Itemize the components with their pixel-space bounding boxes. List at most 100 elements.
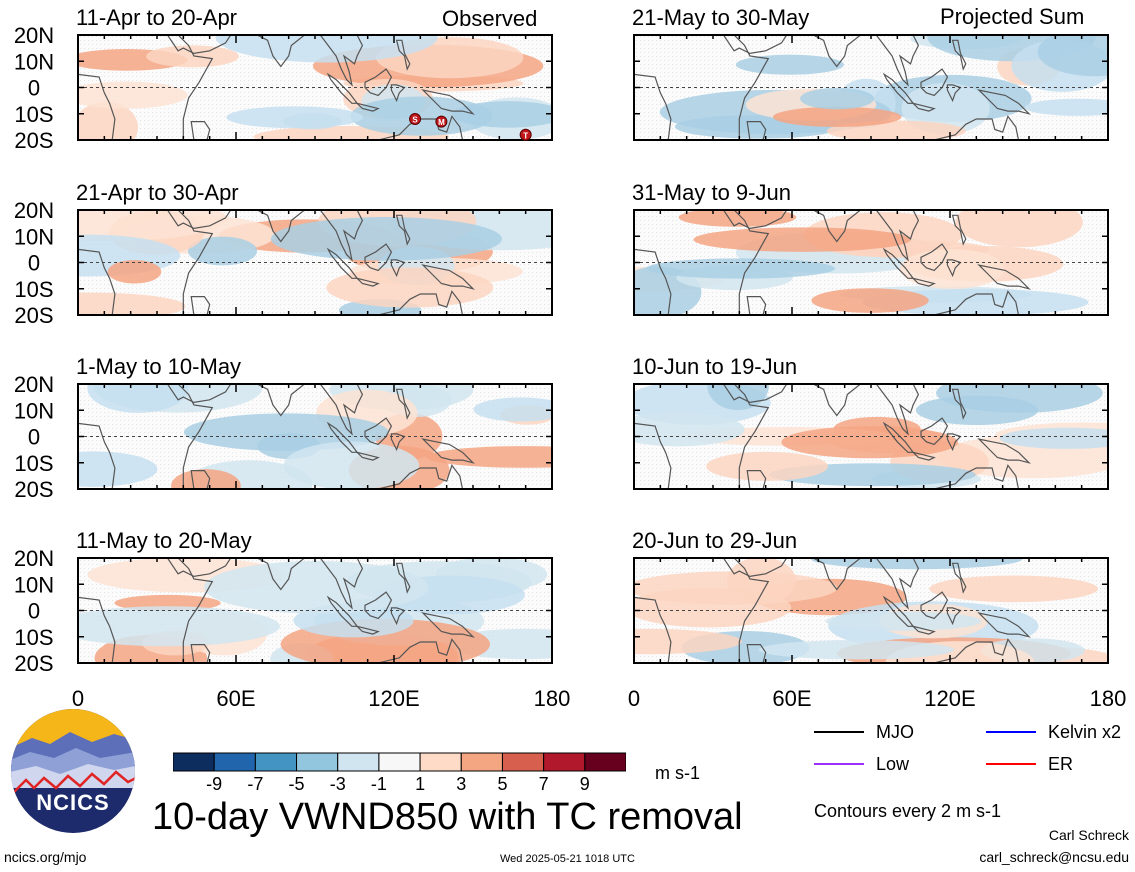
coastline xyxy=(378,464,464,489)
anomaly-blob xyxy=(899,249,1005,289)
anomaly-blob xyxy=(810,558,1023,570)
footer-url[interactable]: ncics.org/mjo xyxy=(4,849,87,865)
lat-tick-label: 10S xyxy=(14,277,53,302)
lon-tick-label: 0 xyxy=(628,686,640,711)
coastline xyxy=(634,384,770,489)
coastline xyxy=(946,607,962,626)
coastline xyxy=(78,384,214,489)
anomaly-field xyxy=(78,35,552,140)
anomaly-blob xyxy=(800,87,875,110)
coastline xyxy=(326,72,359,104)
coastline xyxy=(875,384,920,436)
colorbar-swatch xyxy=(419,752,462,772)
anomaly-blob xyxy=(772,106,902,128)
lon-tick-label: 120E xyxy=(368,686,419,711)
anomaly-blob xyxy=(645,258,836,279)
coastline xyxy=(190,470,211,489)
anomaly-blob xyxy=(735,54,844,75)
colorbar-swatch xyxy=(254,752,298,772)
coastline xyxy=(746,121,767,140)
coastline xyxy=(722,35,788,55)
anomaly-blob xyxy=(929,575,1099,603)
coastline xyxy=(911,102,936,112)
coastline xyxy=(911,451,936,461)
colorbar-labels: -9 -7 -5 -3 -1 1 3 5 7 9 xyxy=(173,770,626,796)
coastline xyxy=(946,433,962,452)
lon-tick-label: 180 xyxy=(1090,686,1127,711)
coastline xyxy=(319,384,364,436)
panel-title: 11-Apr to 20-Apr xyxy=(76,5,237,30)
coastline xyxy=(951,388,967,420)
coastline xyxy=(812,558,862,591)
coastline xyxy=(256,35,306,68)
panel-6: 31-May to 9-Jun xyxy=(632,180,1109,316)
colorbar-swatch xyxy=(501,752,545,772)
coastline xyxy=(875,558,920,610)
coastline xyxy=(166,210,232,230)
colorbar-swatch xyxy=(296,752,339,772)
colorbar-swatch xyxy=(213,752,256,772)
tc-marker: S xyxy=(409,113,422,125)
colorbar-swatch xyxy=(337,752,380,772)
coastline xyxy=(951,39,967,71)
lat-tick-label: 20N xyxy=(14,198,54,223)
anomaly-field xyxy=(634,35,1108,140)
panel-title: 20-Jun to 29-Jun xyxy=(632,528,797,553)
colorbar-swatch xyxy=(378,752,421,772)
coastline xyxy=(812,384,862,417)
coastline xyxy=(319,210,364,262)
coastline xyxy=(355,102,380,112)
anomaly-blob xyxy=(187,236,258,266)
legend-entry-kelvin-x2: Kelvin x2 xyxy=(986,722,1121,742)
projected-sum-label: Projected Sum xyxy=(940,4,1085,29)
coastline xyxy=(190,296,211,315)
coastline xyxy=(190,121,211,140)
coastline xyxy=(421,612,475,638)
anomaly-blob xyxy=(706,451,828,481)
footer-author: Carl Schreck xyxy=(1048,827,1129,843)
coastline xyxy=(722,210,788,230)
panel-title: 21-Apr to 30-Apr xyxy=(76,180,239,205)
coastline xyxy=(326,247,359,279)
panel-7: 10-Jun to 19-Jun xyxy=(632,354,1109,490)
legend-label: MJO xyxy=(876,722,914,742)
panel-title: 1-May to 10-May xyxy=(76,354,241,379)
lat-tick-label: 10S xyxy=(14,625,53,650)
coastline xyxy=(256,210,306,243)
anomaly-blob xyxy=(270,217,502,261)
coastline xyxy=(911,277,936,287)
anomaly-blob xyxy=(693,227,911,252)
tc-marker: M xyxy=(435,115,448,128)
lon-tick-label: 60E xyxy=(772,686,811,711)
colorbar-tick-label: 3 xyxy=(456,774,466,794)
coastline xyxy=(882,247,915,279)
coastline xyxy=(934,115,1020,140)
panel-5: 21-May to 30-May xyxy=(632,5,1109,141)
coastline xyxy=(951,562,967,594)
lat-tick-label: 10N xyxy=(14,224,54,249)
lat-tick-label: 20S xyxy=(14,477,53,502)
lat-tick-label: 0 xyxy=(28,76,40,101)
legend-entry-low: Low xyxy=(814,754,910,774)
lat-tick-label: 10N xyxy=(14,398,54,423)
coastline xyxy=(722,384,788,404)
lon-tick-label: 180 xyxy=(534,686,571,711)
anomaly-blob xyxy=(426,446,552,468)
lat-tick-label: 10S xyxy=(14,451,53,476)
coastline xyxy=(812,210,862,243)
colorbar-tick-label: -3 xyxy=(330,774,346,794)
colorbar-tick-label: 5 xyxy=(497,774,507,794)
coastline xyxy=(977,264,1031,290)
coastline xyxy=(256,384,306,417)
coastline xyxy=(78,210,214,315)
line-legend: MJO Kelvin x2 Low ER xyxy=(810,716,1135,786)
anomaly-blob xyxy=(634,628,742,655)
coastline xyxy=(911,625,936,635)
lat-tick-label: 20N xyxy=(14,372,54,397)
colorbar-tick-label: -7 xyxy=(247,774,263,794)
coastline xyxy=(746,470,767,489)
footer-email[interactable]: carl_schreck@ncsu.edu xyxy=(979,849,1129,865)
lat-tick-label: 0 xyxy=(28,251,40,276)
coastline xyxy=(875,35,920,87)
